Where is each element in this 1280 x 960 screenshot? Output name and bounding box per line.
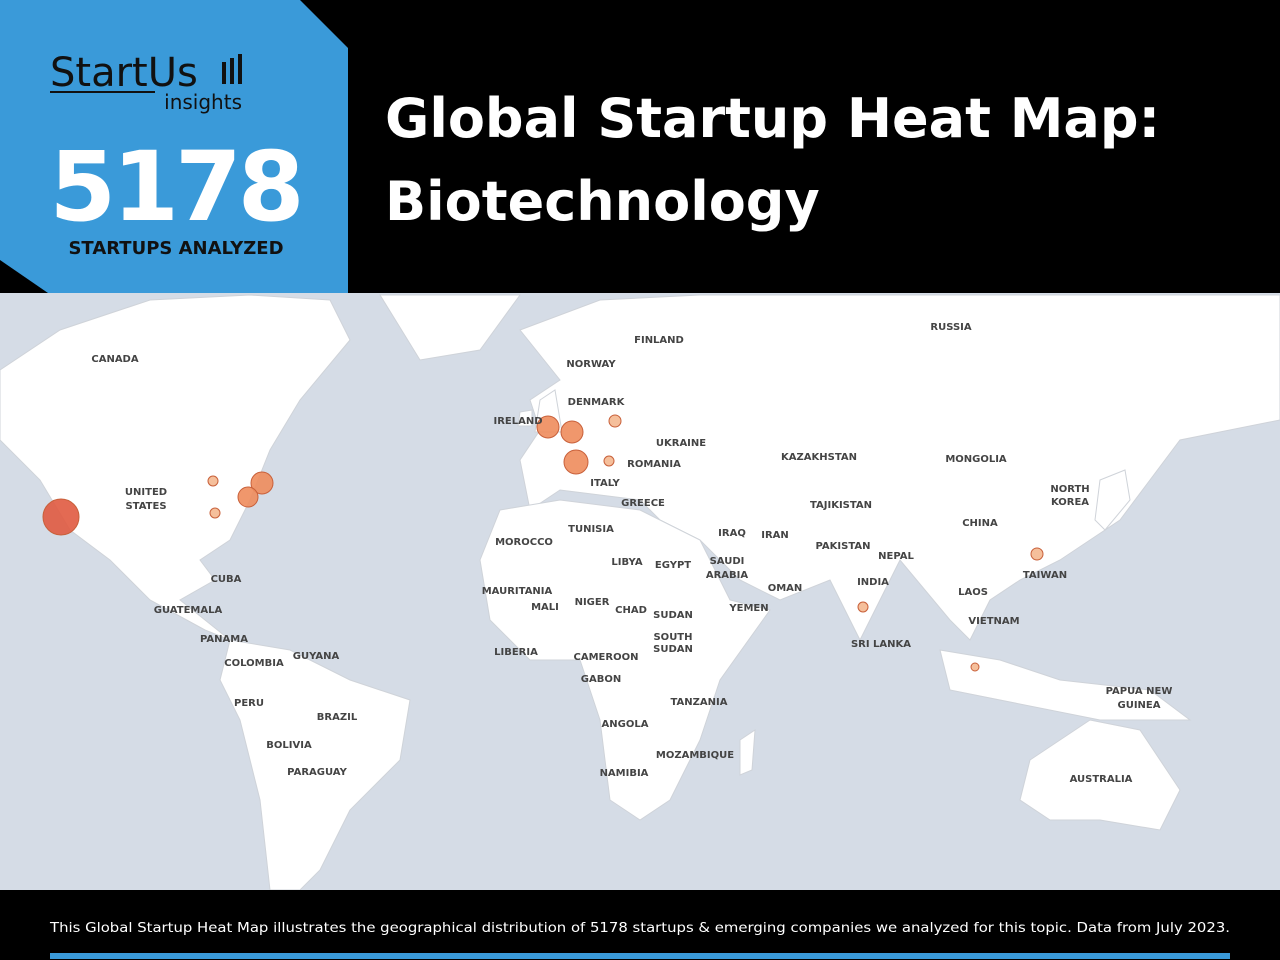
title-line: Biotechnology [385, 170, 820, 233]
country-label: ARABIA [706, 570, 749, 581]
count: 5178 [49, 131, 300, 243]
country-label: GUYANA [293, 651, 340, 662]
country-label: LIBERIA [494, 647, 538, 658]
country-label: PANAMA [200, 634, 248, 645]
country-label: TAIWAN [1023, 570, 1067, 581]
country-label: KAZAKHSTAN [781, 452, 857, 463]
country-label: LIBYA [611, 557, 642, 568]
bubble [563, 449, 589, 475]
bubble [209, 507, 221, 519]
country-label: SAUDI [710, 556, 745, 567]
country-label: KOREA [1051, 497, 1089, 508]
bubble [42, 498, 80, 536]
country-label: IRELAND [493, 416, 542, 427]
country-label: EGYPT [655, 560, 691, 571]
country-label: NEPAL [878, 551, 914, 562]
bubble [536, 415, 560, 439]
footer-text: This Global Startup Heat Map illustrates… [49, 920, 1230, 936]
logo-bar [222, 62, 226, 84]
bubble [603, 455, 615, 467]
country-label: CHAD [615, 605, 647, 616]
country-label: MOZAMBIQUE [656, 750, 734, 761]
bubble [608, 414, 622, 428]
country-label: OMAN [768, 583, 803, 594]
country-label: TUNISIA [568, 524, 614, 535]
country-label: FINLAND [634, 335, 684, 346]
country-label: SUDAN [653, 610, 693, 621]
country-label: LAOS [958, 587, 988, 598]
country-label: PAPUA NEW [1106, 686, 1173, 697]
country-label: TANZANIA [671, 697, 728, 708]
country-label: CHINA [962, 518, 998, 529]
country-label: CAMEROON [574, 652, 639, 663]
country-label: PARAGUAY [287, 767, 347, 778]
country-label: SUDAN [653, 644, 693, 655]
country-label: IRAQ [718, 528, 746, 539]
country-label: SRI LANKA [851, 639, 911, 650]
country-label: UKRAINE [656, 438, 706, 449]
country-label: NORTH [1050, 484, 1089, 495]
footer [0, 890, 1280, 960]
country-label: ANGOLA [602, 719, 649, 730]
country-label: ITALY [590, 478, 620, 489]
land [0, 294, 1280, 891]
bubble [857, 601, 869, 613]
bubbles [42, 414, 1044, 672]
country-label: TAJIKISTAN [810, 500, 872, 511]
country-label: STATES [125, 501, 166, 512]
bubble [237, 486, 259, 508]
country-label: MALI [531, 602, 559, 613]
country-label: DENMARK [568, 397, 626, 408]
bubble [970, 662, 980, 672]
country-label: BOLIVIA [266, 740, 312, 751]
country-label: MAURITANIA [482, 586, 553, 597]
country-label: PERU [234, 698, 264, 709]
bubble [1030, 547, 1044, 561]
country-label: GABON [581, 674, 621, 685]
country-label: NAMIBIA [600, 768, 649, 779]
title-line: Global Startup Heat Map: [385, 87, 1160, 150]
bubble [207, 475, 219, 487]
country-label: MOROCCO [495, 537, 553, 548]
count-label: STARTUPS ANALYZED [68, 238, 283, 259]
logo-bar [230, 58, 234, 84]
country-label: GUINEA [1118, 700, 1161, 711]
country-label: ROMANIA [627, 459, 681, 470]
count-panel [0, 0, 348, 293]
logo: StartUs [50, 50, 198, 96]
country-label: GUATEMALA [154, 605, 223, 616]
country-label: CANADA [91, 354, 138, 365]
country-label: SOUTH [653, 632, 692, 643]
footer-bar [50, 953, 1230, 959]
country-label: NORWAY [566, 359, 616, 370]
country-label: BRAZIL [317, 712, 358, 723]
country-label: IRAN [761, 530, 789, 541]
bubble [560, 420, 584, 444]
country-label: PAKISTAN [816, 541, 871, 552]
map-labels: CANADA UNITED STATES CUBA GUATEMALA PANAMA COL… [91, 322, 1172, 785]
logo-bar [238, 54, 242, 84]
country-label: CUBA [211, 574, 242, 585]
logo-sub: insights [164, 90, 242, 114]
country-label: COLOMBIA [224, 658, 284, 669]
country-label: UNITED [125, 487, 167, 498]
country-label: NIGER [575, 597, 610, 608]
country-label: GREECE [621, 498, 665, 509]
country-label: RUSSIA [930, 322, 971, 333]
country-label: INDIA [857, 577, 889, 588]
country-label: MONGOLIA [945, 454, 1007, 465]
bubble [250, 471, 274, 495]
country-label: YEMEN [728, 603, 768, 614]
country-label: VIETNAM [968, 616, 1019, 627]
country-label: AUSTRALIA [1070, 774, 1133, 785]
